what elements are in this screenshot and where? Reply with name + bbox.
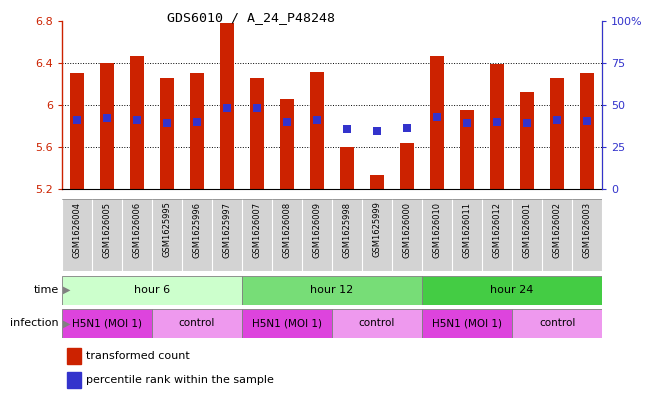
- Text: GSM1626000: GSM1626000: [402, 202, 411, 257]
- Bar: [490, 64, 504, 189]
- Text: GDS6010 / A_24_P48248: GDS6010 / A_24_P48248: [167, 11, 335, 24]
- Point: [582, 118, 592, 124]
- Text: control: control: [359, 318, 395, 329]
- Point: [552, 116, 562, 123]
- Bar: [400, 143, 414, 189]
- Bar: [242, 309, 332, 338]
- Bar: [160, 78, 174, 189]
- Text: GSM1626001: GSM1626001: [523, 202, 532, 257]
- Text: percentile rank within the sample: percentile rank within the sample: [86, 375, 274, 385]
- Bar: [460, 110, 474, 189]
- Text: control: control: [539, 318, 575, 329]
- Point: [492, 118, 503, 125]
- Text: GSM1626009: GSM1626009: [312, 202, 322, 257]
- Text: GSM1626006: GSM1626006: [132, 202, 141, 258]
- Bar: [311, 72, 324, 189]
- Text: ▶: ▶: [63, 318, 71, 329]
- Text: GSM1625997: GSM1625997: [223, 202, 232, 257]
- Text: GSM1626003: GSM1626003: [583, 202, 592, 258]
- Point: [191, 118, 202, 125]
- Point: [372, 128, 382, 134]
- Text: GSM1626008: GSM1626008: [283, 202, 292, 258]
- Bar: [242, 275, 422, 305]
- Point: [132, 116, 142, 123]
- Bar: [220, 23, 234, 189]
- Bar: [520, 92, 534, 189]
- Point: [522, 119, 533, 126]
- Text: hour 24: hour 24: [490, 285, 534, 295]
- Point: [72, 116, 82, 123]
- Text: GSM1626012: GSM1626012: [493, 202, 502, 257]
- Text: H5N1 (MOI 1): H5N1 (MOI 1): [432, 318, 502, 329]
- Text: GSM1626005: GSM1626005: [102, 202, 111, 257]
- Bar: [130, 56, 144, 189]
- Point: [342, 126, 352, 132]
- Point: [161, 119, 172, 126]
- Text: GSM1626007: GSM1626007: [253, 202, 262, 258]
- Bar: [550, 78, 564, 189]
- Point: [312, 116, 322, 123]
- Bar: [422, 309, 512, 338]
- Text: H5N1 (MOI 1): H5N1 (MOI 1): [72, 318, 142, 329]
- Bar: [62, 275, 242, 305]
- Point: [252, 105, 262, 111]
- Bar: [581, 73, 594, 189]
- Bar: [152, 309, 242, 338]
- Bar: [250, 78, 264, 189]
- Bar: [67, 372, 81, 388]
- Text: GSM1625996: GSM1625996: [193, 202, 201, 257]
- Text: transformed count: transformed count: [86, 351, 190, 361]
- Text: GSM1625999: GSM1625999: [372, 202, 381, 257]
- Point: [282, 118, 292, 125]
- Text: GSM1626004: GSM1626004: [72, 202, 81, 257]
- Point: [222, 105, 232, 111]
- Point: [432, 114, 442, 121]
- Bar: [62, 309, 152, 338]
- Point: [102, 115, 112, 121]
- Bar: [422, 275, 602, 305]
- Text: GSM1625995: GSM1625995: [162, 202, 171, 257]
- Text: GSM1625998: GSM1625998: [342, 202, 352, 257]
- Text: ▶: ▶: [63, 285, 71, 295]
- Text: control: control: [179, 318, 215, 329]
- Text: GSM1626010: GSM1626010: [432, 202, 441, 257]
- Text: infection: infection: [10, 318, 59, 329]
- Bar: [370, 175, 384, 189]
- Bar: [100, 63, 114, 189]
- Text: GSM1626002: GSM1626002: [553, 202, 562, 257]
- Bar: [340, 147, 353, 189]
- Point: [462, 119, 473, 126]
- Text: time: time: [33, 285, 59, 295]
- Bar: [67, 348, 81, 364]
- Point: [402, 125, 412, 131]
- Bar: [332, 309, 422, 338]
- Text: hour 12: hour 12: [311, 285, 353, 295]
- Bar: [280, 99, 294, 189]
- Text: hour 6: hour 6: [134, 285, 170, 295]
- Text: GSM1626011: GSM1626011: [463, 202, 471, 257]
- Bar: [430, 56, 444, 189]
- Text: H5N1 (MOI 1): H5N1 (MOI 1): [252, 318, 322, 329]
- Bar: [190, 73, 204, 189]
- Bar: [512, 309, 602, 338]
- Bar: [70, 73, 83, 189]
